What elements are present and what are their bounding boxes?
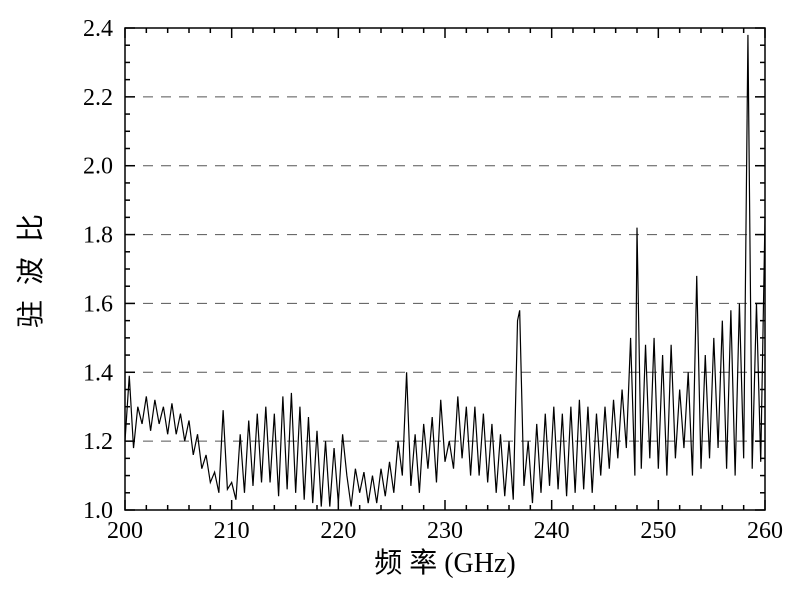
ytick-label: 1.0 (83, 498, 113, 524)
ytick-label: 2.4 (83, 16, 113, 42)
vswr-line-chart: 2002102202302402502601.01.21.41.61.82.02… (0, 0, 800, 589)
ytick-label: 1.8 (83, 223, 113, 249)
vswr-data-line (125, 35, 765, 507)
ytick-label: 2.2 (83, 85, 113, 111)
ytick-label: 2.0 (83, 154, 113, 180)
ytick-label: 1.6 (83, 291, 113, 317)
xtick-label: 230 (427, 518, 463, 544)
xtick-label: 260 (747, 518, 783, 544)
x-axis-label: 频 率 (GHz) (374, 547, 516, 579)
xtick-label: 250 (640, 518, 676, 544)
chart-container: 2002102202302402502601.01.21.41.61.82.02… (0, 0, 800, 589)
xtick-label: 240 (534, 518, 570, 544)
xtick-label: 220 (320, 518, 356, 544)
y-axis-label: 驻 波 比 (15, 210, 47, 328)
ytick-label: 1.4 (83, 360, 113, 386)
plot-border (125, 28, 765, 510)
ytick-label: 1.2 (83, 429, 113, 455)
xtick-label: 210 (214, 518, 250, 544)
